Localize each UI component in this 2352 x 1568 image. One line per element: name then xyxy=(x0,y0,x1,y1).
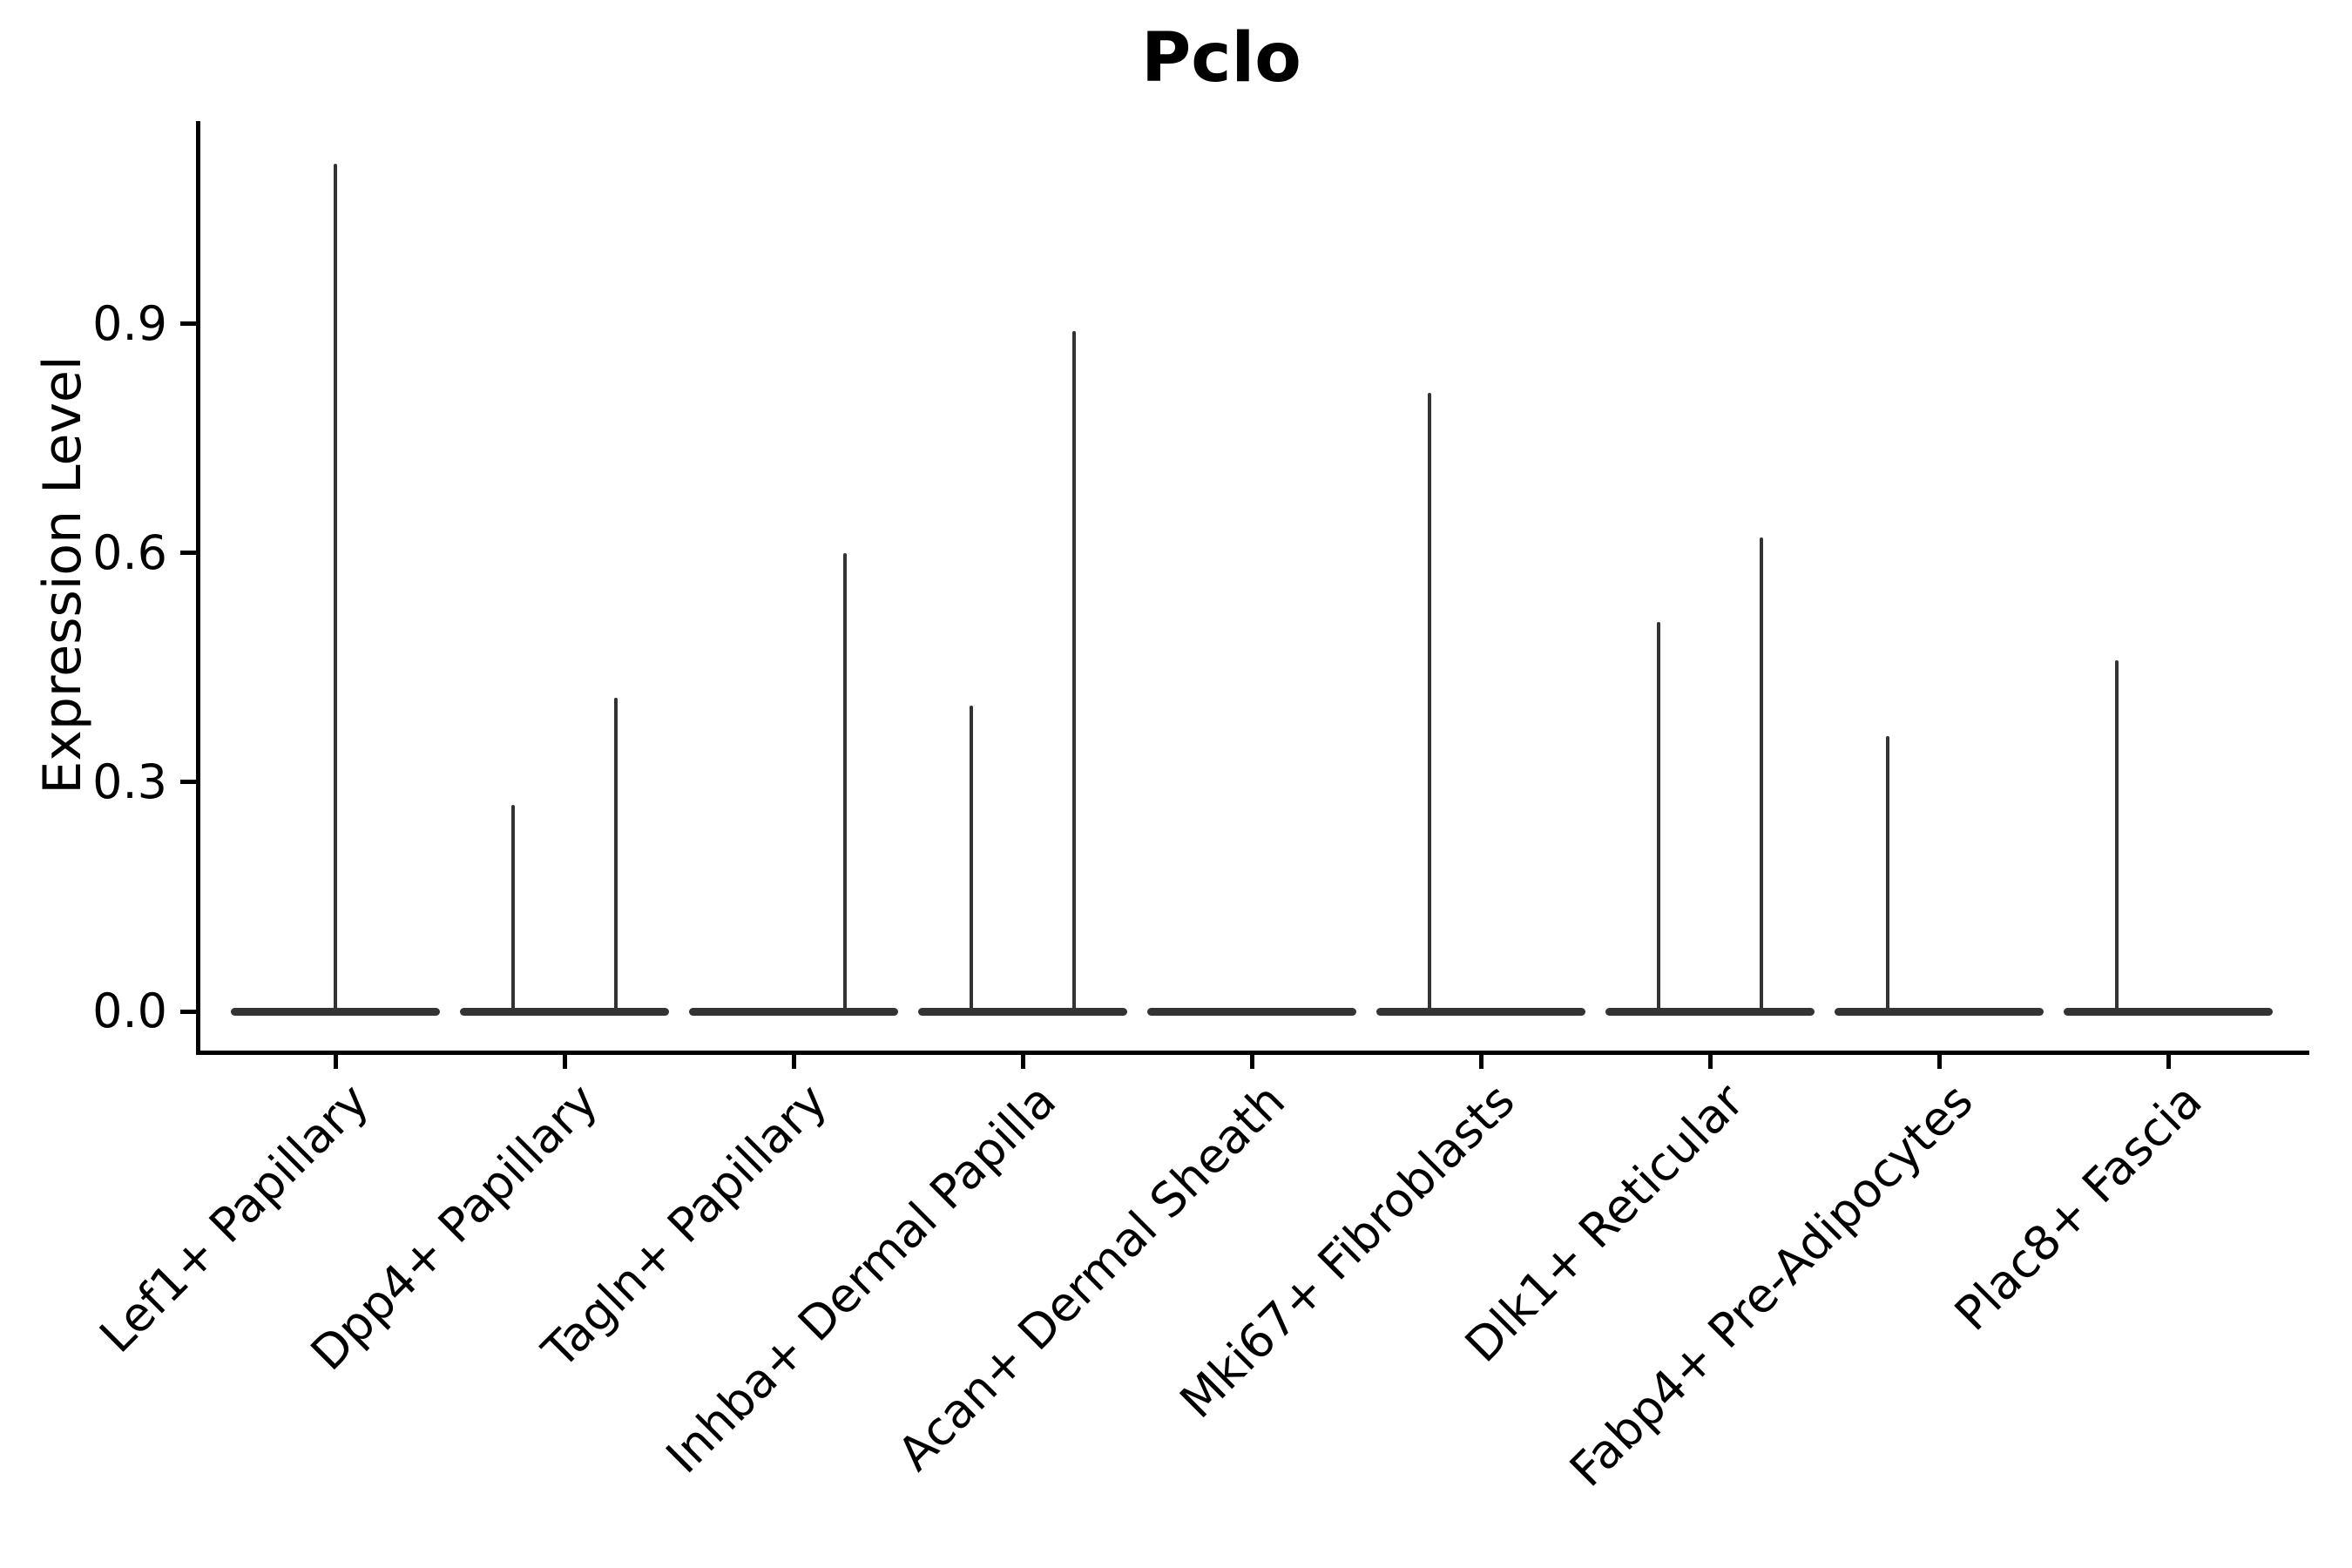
x-axis-spine xyxy=(196,1051,2309,1055)
y-tick-label: 0.9 xyxy=(92,295,167,351)
violin-base xyxy=(1376,1007,1585,1016)
violin-spike xyxy=(614,698,618,1014)
x-tick-mark xyxy=(562,1055,567,1069)
violin-spike xyxy=(334,163,337,1014)
violin-spike xyxy=(1072,331,1076,1014)
violin-base xyxy=(1605,1007,1815,1016)
x-tick-mark xyxy=(1478,1055,1484,1069)
y-axis-spine xyxy=(196,121,200,1055)
violin-spike xyxy=(1428,392,1431,1014)
x-tick-label: Fabp4+ Pre-Adipocytes xyxy=(1558,1072,1984,1497)
y-tick-label: 0.0 xyxy=(92,983,167,1038)
chart-title: Pclo xyxy=(1141,19,1301,98)
y-tick-label: 0.3 xyxy=(92,754,167,809)
violin-base xyxy=(460,1007,669,1016)
violin-base xyxy=(1835,1007,2044,1016)
violin-spike xyxy=(843,552,847,1014)
x-tick-mark xyxy=(1707,1055,1713,1069)
violin-spike xyxy=(970,706,973,1014)
y-tick-mark xyxy=(180,780,196,785)
x-tick-mark xyxy=(791,1055,796,1069)
violin-base xyxy=(918,1007,1127,1016)
x-tick-mark xyxy=(333,1055,338,1069)
violin-spike xyxy=(1657,621,1660,1014)
violin-base xyxy=(689,1007,898,1016)
y-tick-mark xyxy=(180,551,196,556)
x-tick-mark xyxy=(1249,1055,1254,1069)
x-tick-label: Plac8+ Fascia xyxy=(1943,1072,2213,1342)
y-tick-label: 0.6 xyxy=(92,524,167,580)
violin-base xyxy=(2064,1007,2273,1016)
violin-spike xyxy=(2115,659,2119,1014)
violin-base xyxy=(1147,1007,1356,1016)
y-tick-mark xyxy=(180,321,196,327)
y-tick-mark xyxy=(180,1009,196,1014)
x-tick-mark xyxy=(2166,1055,2171,1069)
x-tick-label: Acan+ Dermal Sheath xyxy=(887,1072,1296,1482)
x-tick-label: Inhba+ Dermal Papilla xyxy=(656,1072,1067,1484)
x-tick-mark xyxy=(1020,1055,1025,1069)
x-tick-mark xyxy=(1936,1055,1942,1069)
violin-spike xyxy=(1886,736,1889,1014)
violin-spike xyxy=(511,805,515,1014)
violin-spike xyxy=(1760,537,1763,1014)
